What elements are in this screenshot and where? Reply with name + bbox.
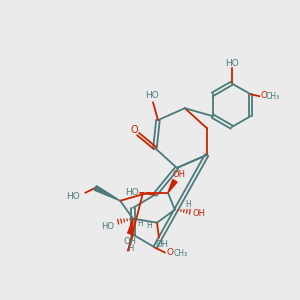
Text: OH: OH <box>124 237 136 246</box>
Polygon shape <box>128 219 133 234</box>
Text: CH₃: CH₃ <box>266 92 280 101</box>
Text: CH₃: CH₃ <box>174 249 188 258</box>
Polygon shape <box>94 186 120 201</box>
Text: HO: HO <box>145 91 159 100</box>
Text: HO: HO <box>67 192 80 201</box>
Text: O: O <box>260 91 267 100</box>
Text: H: H <box>146 221 152 230</box>
Polygon shape <box>168 180 177 193</box>
Text: O: O <box>167 248 173 257</box>
Text: OH: OH <box>155 240 168 249</box>
Text: OH: OH <box>192 209 205 218</box>
Text: HO: HO <box>125 188 139 197</box>
Text: H: H <box>127 244 133 253</box>
Text: HO: HO <box>225 59 238 68</box>
Text: H: H <box>185 200 191 209</box>
Text: O: O <box>130 125 138 135</box>
Text: HO: HO <box>101 222 114 231</box>
Text: H: H <box>137 219 143 228</box>
Text: OH: OH <box>172 170 185 179</box>
